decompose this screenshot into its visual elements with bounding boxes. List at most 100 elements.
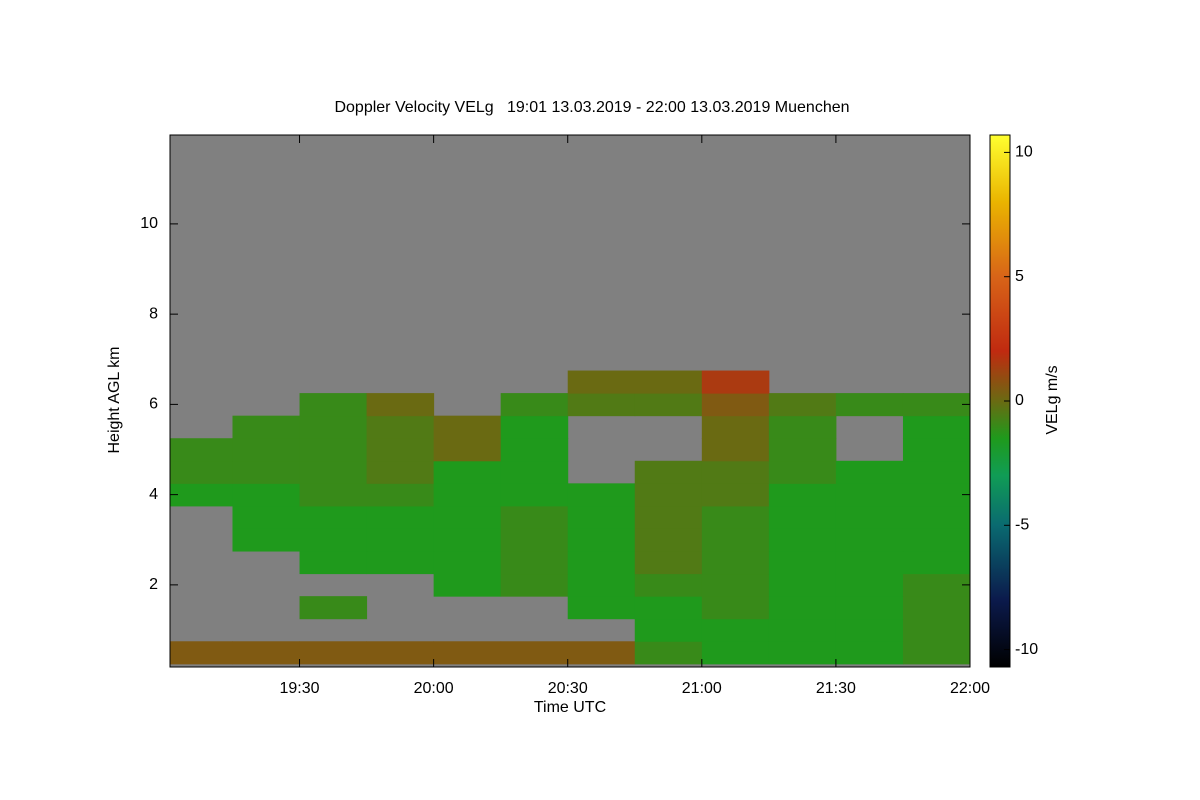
y-tick-label: 2 <box>149 576 158 593</box>
heatmap-cell <box>701 393 770 417</box>
heatmap-cell <box>232 528 301 552</box>
y-tick-label: 10 <box>140 215 158 232</box>
heatmap-cell <box>768 641 837 665</box>
heatmap-cell <box>500 551 569 575</box>
heatmap-cell <box>835 618 904 642</box>
heatmap-cell <box>701 528 770 552</box>
heatmap-cell <box>500 460 569 484</box>
heatmap-cell <box>768 438 837 462</box>
heatmap-cell <box>299 393 368 417</box>
heatmap-cell <box>768 596 837 620</box>
y-tick-label: 8 <box>149 305 158 322</box>
heatmap-cell <box>768 483 837 507</box>
heatmap-cell <box>835 505 904 529</box>
x-axis-label: Time UTC <box>534 699 606 716</box>
heatmap-cell <box>170 641 233 665</box>
heatmap-cell <box>634 573 703 597</box>
heatmap-cell <box>232 460 301 484</box>
x-tick-label: 20:30 <box>548 680 588 697</box>
heatmap-cell <box>433 505 502 529</box>
heatmap-cell <box>500 505 569 529</box>
heatmap-cell <box>433 415 502 439</box>
heatmap-cell <box>232 505 301 529</box>
heatmap <box>170 370 970 665</box>
heatmap-cell <box>433 438 502 462</box>
heatmap-cell <box>634 551 703 575</box>
heatmap-cell <box>835 393 904 417</box>
heatmap-cell <box>366 483 435 507</box>
heatmap-cell <box>366 393 435 417</box>
heatmap-cell <box>768 618 837 642</box>
heatmap-cell <box>567 370 636 394</box>
heatmap-cell <box>433 528 502 552</box>
colorbar-tick-label: 5 <box>1015 268 1024 285</box>
heatmap-cell <box>701 641 770 665</box>
heatmap-cell <box>299 460 368 484</box>
heatmap-cell <box>567 641 636 665</box>
heatmap-cell <box>500 415 569 439</box>
heatmap-cell <box>902 573 970 597</box>
heatmap-cell <box>366 438 435 462</box>
heatmap-cell <box>567 483 636 507</box>
heatmap-cell <box>768 551 837 575</box>
heatmap-cell <box>701 618 770 642</box>
heatmap-cell <box>902 551 970 575</box>
chart-title: Doppler Velocity VELg 19:01 13.03.2019 -… <box>334 99 849 116</box>
x-tick-label: 20:00 <box>414 680 454 697</box>
heatmap-cell <box>768 528 837 552</box>
heatmap-cell <box>433 641 502 665</box>
heatmap-cell <box>701 438 770 462</box>
heatmap-cell <box>567 393 636 417</box>
x-tick-label: 19:30 <box>280 680 320 697</box>
heatmap-cell <box>299 528 368 552</box>
heatmap-cell <box>170 438 233 462</box>
heatmap-cell <box>768 393 837 417</box>
heatmap-cell <box>768 415 837 439</box>
y-tick-label: 6 <box>149 396 158 413</box>
heatmap-cell <box>366 460 435 484</box>
heatmap-cell <box>500 573 569 597</box>
heatmap-cell <box>902 596 970 620</box>
heatmap-cell <box>902 505 970 529</box>
heatmap-cell <box>232 438 301 462</box>
heatmap-cell <box>634 641 703 665</box>
heatmap-cell <box>299 415 368 439</box>
heatmap-cell <box>500 483 569 507</box>
heatmap-cell <box>232 415 301 439</box>
heatmap-cell <box>433 551 502 575</box>
heatmap-cell <box>634 460 703 484</box>
heatmap-cell <box>366 551 435 575</box>
heatmap-cell <box>433 460 502 484</box>
heatmap-cell <box>433 573 502 597</box>
heatmap-cell <box>299 438 368 462</box>
heatmap-cell <box>567 596 636 620</box>
heatmap-cell <box>299 596 368 620</box>
heatmap-cell <box>567 528 636 552</box>
heatmap-cell <box>500 641 569 665</box>
heatmap-cell <box>299 551 368 575</box>
x-tick-label: 21:00 <box>682 680 722 697</box>
heatmap-cell <box>835 596 904 620</box>
heatmap-cell <box>634 618 703 642</box>
heatmap-cell <box>634 528 703 552</box>
heatmap-cell <box>634 483 703 507</box>
heatmap-cell <box>500 393 569 417</box>
heatmap-cell <box>902 618 970 642</box>
heatmap-cell <box>701 460 770 484</box>
plot-frame <box>169 134 971 668</box>
heatmap-cell <box>366 641 435 665</box>
heatmap-cell <box>567 573 636 597</box>
heatmap-cell <box>701 415 770 439</box>
heatmap-cell <box>902 393 970 417</box>
heatmap-cell <box>500 528 569 552</box>
heatmap-cell <box>902 415 970 439</box>
heatmap-cell <box>299 641 368 665</box>
heatmap-cell <box>170 483 233 507</box>
heatmap-cell <box>701 573 770 597</box>
heatmap-cell <box>701 596 770 620</box>
y-axis-label: Height AGL km <box>106 346 123 453</box>
heatmap-cell <box>835 551 904 575</box>
heatmap-cell <box>701 370 770 394</box>
heatmap-cell <box>567 505 636 529</box>
